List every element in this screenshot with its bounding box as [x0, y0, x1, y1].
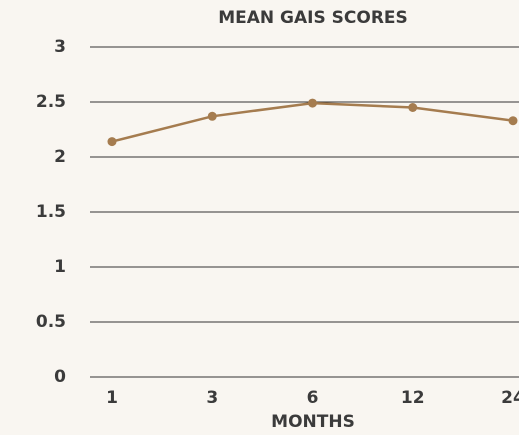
x-tick-label: 3 [206, 388, 218, 408]
x-tick-label: 12 [401, 388, 425, 408]
y-tick-label: 0.5 [36, 312, 66, 332]
chart-title: MEAN GAIS SCORES [218, 8, 408, 28]
x-axis-label: MONTHS [271, 412, 355, 432]
data-point [308, 98, 317, 108]
x-tick-label: 1 [106, 388, 118, 408]
y-tick-label: 2 [54, 147, 66, 167]
x-tick-label: 24 [501, 388, 519, 408]
y-tick-label: 2.5 [36, 92, 66, 112]
y-tick-label: 1 [54, 257, 66, 277]
y-tick-label: 3 [54, 37, 66, 57]
data-point [508, 116, 518, 126]
y-tick-label: 0 [54, 367, 66, 387]
data-point [107, 137, 117, 147]
data-point [408, 103, 418, 112]
data-point [207, 111, 217, 121]
x-tick-label: 6 [307, 388, 319, 408]
y-tick-label: 1.5 [36, 202, 66, 222]
